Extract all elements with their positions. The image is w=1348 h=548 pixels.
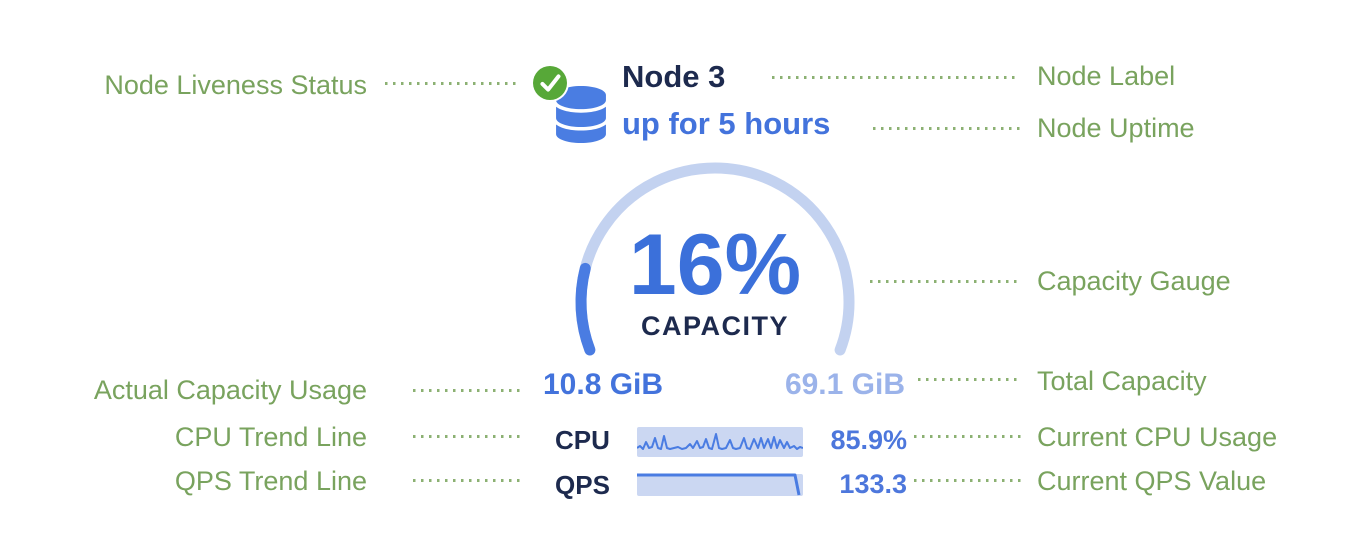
gauge-fill-arc	[575, 262, 596, 356]
annotation-node-uptime: Node Uptime	[1037, 113, 1195, 143]
annotation-node-label: Node Label	[1037, 61, 1176, 91]
green-check-circle-icon	[533, 66, 567, 100]
leader-current-qps	[914, 479, 1022, 482]
leader-actual-capacity	[413, 389, 523, 392]
node-status-widget[interactable]: Node 3 up for 5 hours	[520, 50, 920, 510]
cpu-trend-sparkline	[637, 427, 803, 457]
leader-qps-trend	[413, 479, 525, 482]
leader-capacity-gauge	[870, 280, 1022, 283]
used-capacity-value: 10.8 GiB	[543, 368, 664, 401]
qps-trend-sparkline	[637, 473, 803, 496]
annotation-total-capacity: Total Capacity	[1037, 366, 1207, 396]
leader-total-capacity	[918, 378, 1022, 381]
annotation-current-qps-value: Current QPS Value	[1037, 466, 1267, 496]
annotation-capacity-gauge: Capacity Gauge	[1037, 266, 1231, 296]
gauge-caption: CAPACITY	[640, 311, 789, 341]
leader-node-label	[772, 76, 1020, 79]
cpu-usage-value: 85.9%	[830, 425, 907, 455]
gauge-percent: 16%	[628, 217, 802, 313]
leader-cpu-trend	[413, 435, 525, 438]
annotation-qps-trend-line: QPS Trend Line	[174, 466, 367, 496]
cpu-metric-label: CPU	[555, 425, 610, 455]
node-uptime: up for 5 hours	[622, 106, 831, 141]
leader-node-liveness	[385, 82, 518, 85]
annotation-actual-capacity-usage: Actual Capacity Usage	[93, 375, 367, 405]
annotation-current-cpu-usage: Current CPU Usage	[1037, 422, 1278, 452]
leader-current-cpu	[914, 435, 1022, 438]
qps-value: 133.3	[839, 469, 907, 499]
leader-node-uptime	[873, 127, 1020, 130]
database-icon	[556, 86, 606, 143]
total-capacity-value: 69.1 GiB	[784, 368, 905, 401]
annotation-cpu-trend-line: CPU Trend Line	[174, 422, 367, 452]
node-liveness-icon	[531, 64, 569, 102]
annotation-node-liveness-status: Node Liveness Status	[104, 70, 367, 100]
capacity-gauge	[575, 162, 855, 356]
qps-metric-label: QPS	[555, 470, 610, 500]
node-label: Node 3	[622, 59, 726, 94]
